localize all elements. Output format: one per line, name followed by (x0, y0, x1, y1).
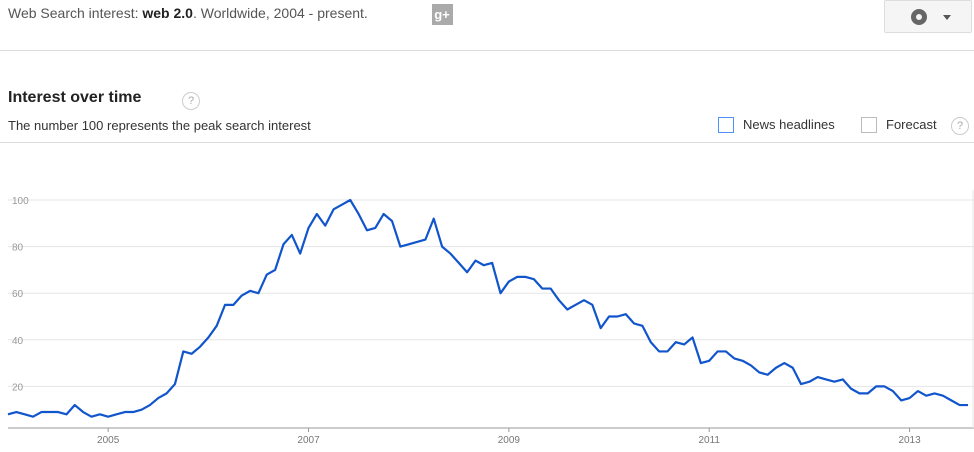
header-suffix: . Worldwide, 2004 - present. (192, 5, 368, 21)
google-plus-button[interactable]: g+ (432, 4, 453, 25)
option-label[interactable]: News headlines (743, 117, 835, 132)
checkbox[interactable] (718, 117, 734, 133)
search-header: Web Search interest: web 2.0. Worldwide,… (8, 5, 368, 21)
settings-button[interactable] (884, 0, 972, 33)
x-tick-label: 2011 (698, 435, 720, 446)
chart: 20 40 60 80 100 2005 2007 2009 2011 2013 (7, 190, 974, 446)
x-tick-label: 2007 (297, 435, 320, 446)
x-tick-label: 2009 (498, 435, 521, 446)
trend-line (7, 198, 968, 418)
checkbox[interactable] (861, 117, 877, 133)
header-prefix: Web Search interest: (8, 5, 143, 21)
svg-text:g+: g+ (434, 7, 450, 22)
y-tick-label: 60 (12, 289, 24, 300)
y-tick-label: 20 (12, 382, 24, 393)
y-tick-label: 40 (12, 336, 24, 347)
search-term: web 2.0 (142, 5, 193, 21)
section-subtitle: The number 100 represents the peak searc… (8, 118, 311, 133)
divider (0, 142, 974, 143)
y-tick-label: 80 (12, 243, 24, 254)
option-label[interactable]: Forecast (886, 117, 937, 132)
x-tick-label: 2013 (898, 435, 921, 446)
help-icon[interactable]: ? (951, 117, 969, 135)
divider (0, 50, 974, 51)
x-tick-label: 2005 (97, 435, 120, 446)
section-title: Interest over time (8, 89, 142, 106)
y-tick-label: 100 (12, 196, 29, 207)
help-icon[interactable]: ? (182, 92, 200, 110)
